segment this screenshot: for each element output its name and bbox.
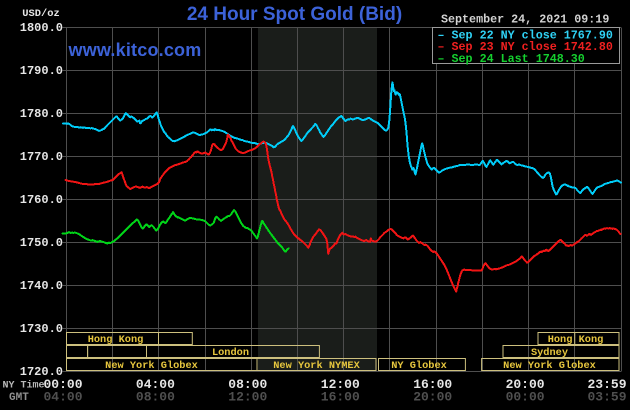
svg-text:16:00: 16:00: [413, 377, 452, 392]
svg-text:03:59: 03:59: [587, 390, 626, 405]
svg-text:1740.0: 1740.0: [20, 279, 63, 293]
svg-text:New York Globex: New York Globex: [503, 360, 596, 372]
svg-text:1790.0: 1790.0: [20, 64, 63, 78]
svg-text:1780.0: 1780.0: [20, 107, 63, 121]
svg-text:– Sep 24 Last 1748.30: – Sep 24 Last 1748.30: [438, 52, 585, 66]
svg-text:04:00: 04:00: [43, 390, 82, 405]
svg-text:1720.0: 1720.0: [20, 365, 63, 379]
svg-text:08:00: 08:00: [136, 390, 175, 405]
svg-text:08:00: 08:00: [228, 377, 267, 392]
svg-text:12:00: 12:00: [228, 390, 267, 405]
svg-text:1750.0: 1750.0: [20, 236, 63, 250]
svg-text:NY Time: NY Time: [3, 379, 45, 391]
svg-text:Hong Kong: Hong Kong: [548, 334, 604, 346]
svg-text:London: London: [212, 347, 249, 359]
svg-text:GMT: GMT: [9, 392, 29, 404]
svg-text:1760.0: 1760.0: [20, 193, 63, 207]
svg-text:September 24, 2021 09:19: September 24, 2021 09:19: [441, 13, 609, 27]
svg-text:00:00: 00:00: [43, 377, 82, 392]
svg-text:1730.0: 1730.0: [20, 322, 63, 336]
svg-text:12:00: 12:00: [321, 377, 360, 392]
svg-text:04:00: 04:00: [136, 377, 175, 392]
svg-text:USD/oz: USD/oz: [22, 8, 59, 20]
svg-text:New York Globex: New York Globex: [105, 360, 198, 372]
svg-text:New York NYMEX: New York NYMEX: [273, 360, 360, 372]
svg-text:Hong Kong: Hong Kong: [88, 334, 144, 346]
svg-text:16:00: 16:00: [321, 390, 360, 405]
svg-text:00:00: 00:00: [506, 390, 545, 405]
svg-text:NY Globex: NY Globex: [391, 360, 447, 372]
svg-text:23:59: 23:59: [587, 377, 626, 392]
svg-text:– Sep 23 NY close 1742.80: – Sep 23 NY close 1742.80: [438, 40, 613, 54]
svg-text:20:00: 20:00: [506, 377, 545, 392]
svg-text:1770.0: 1770.0: [20, 150, 63, 164]
svg-text:www.kitco.com: www.kitco.com: [68, 40, 202, 60]
svg-text:Sydney: Sydney: [531, 347, 568, 359]
svg-text:1800.0: 1800.0: [20, 21, 63, 35]
svg-text:– Sep 22 NY close 1767.90: – Sep 22 NY close 1767.90: [438, 29, 613, 43]
svg-text:24 Hour Spot Gold (Bid): 24 Hour Spot Gold (Bid): [187, 4, 402, 25]
svg-text:20:00: 20:00: [413, 390, 452, 405]
